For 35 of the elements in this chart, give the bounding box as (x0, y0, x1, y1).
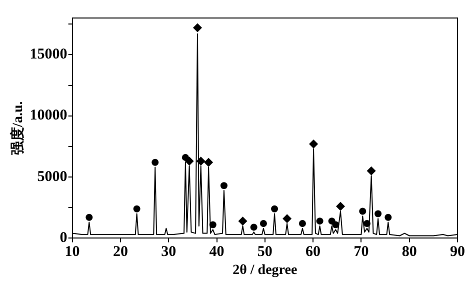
x-tick-label: 90 (450, 244, 465, 260)
x-axis-title: 2θ / degree (232, 263, 298, 278)
x-tick-label: 70 (354, 244, 369, 260)
point (192, 23, 202, 32)
point (182, 154, 189, 161)
point (152, 158, 159, 166)
point (309, 140, 318, 149)
y-tick-label: 0 (60, 230, 68, 246)
point (316, 218, 324, 225)
y-tick-label: 5000 (37, 168, 68, 185)
x-tick-label: 40 (209, 244, 224, 260)
x-tick-label: 20 (112, 244, 128, 260)
point (238, 216, 248, 226)
y-axis-title: 强度/a.u. (9, 101, 26, 155)
point (250, 224, 258, 231)
x-tick-label: 60 (306, 244, 321, 260)
point (374, 210, 382, 218)
point (220, 182, 228, 190)
point (359, 208, 366, 215)
point (133, 205, 140, 212)
point (86, 214, 93, 221)
x-tick-label: 50 (257, 244, 272, 260)
point (366, 166, 376, 176)
x-tick-label: 80 (402, 244, 417, 260)
point (271, 205, 278, 212)
x-tick-label: 10 (64, 244, 80, 260)
y-tick-label: 15000 (30, 46, 68, 63)
point (282, 214, 292, 224)
point (336, 202, 345, 211)
point (260, 220, 267, 228)
y-tick-label: 10000 (30, 108, 68, 124)
point (298, 220, 306, 228)
x-tick-label: 30 (161, 244, 176, 260)
point (384, 214, 392, 221)
point (204, 158, 214, 167)
